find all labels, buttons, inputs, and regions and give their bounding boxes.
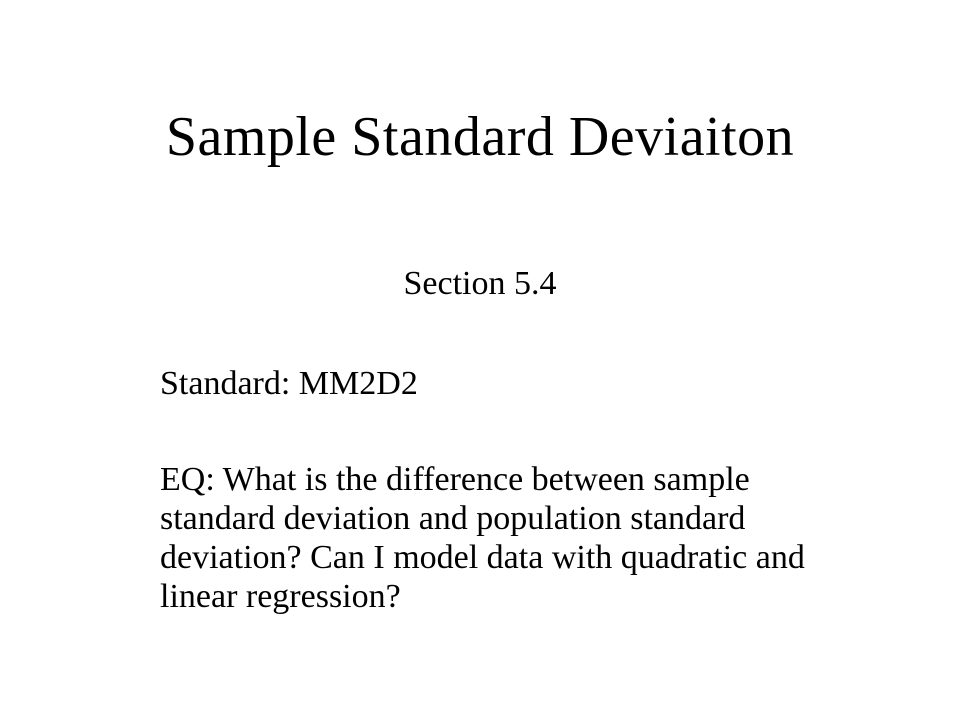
slide-subtitle: Section 5.4	[0, 265, 960, 303]
slide: Sample Standard Deviaiton Section 5.4 St…	[0, 0, 960, 720]
slide-title: Sample Standard Deviaiton	[0, 105, 960, 169]
essential-question-text: EQ: What is the difference between sampl…	[160, 460, 830, 616]
standard-text: Standard: MM2D2	[160, 365, 820, 403]
